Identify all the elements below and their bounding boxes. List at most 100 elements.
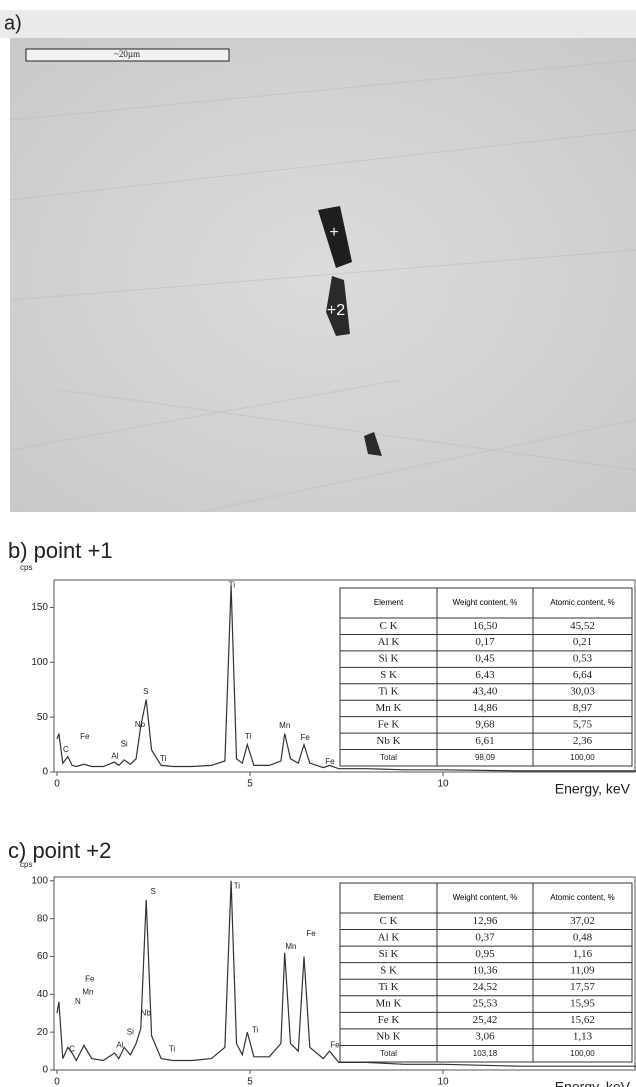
peak-label: Fe [301,733,311,742]
table-cell: 0,45 [475,653,495,665]
peak-label: Al [111,752,118,761]
table-cell: 2,36 [573,735,593,747]
x-tick-label: 5 [247,779,253,790]
sem-texture [9,59,636,513]
table-header-text: Element [373,892,404,902]
table-cell: 98,09 [475,753,496,762]
peak-label: Ti [160,754,167,763]
table-cell: 1,13 [573,1031,593,1043]
chart-title: b) point +1 [8,538,113,563]
peak-label: S [143,687,148,696]
table-cell: 16,50 [473,620,498,632]
table-cell: C K [379,915,397,927]
table-cell: Total [380,1049,397,1058]
table-cell: S K [380,669,397,681]
table-cell: 45,52 [570,620,595,632]
chart-title: c) point +2 [8,838,111,863]
peak-label: Fe [330,1041,340,1050]
peak-label: Fe [306,929,316,938]
inclusion-2 [326,276,350,336]
table-cell: 0,95 [475,948,495,960]
y-tick-label: 50 [37,712,49,723]
table-header-text: Element [373,597,404,607]
table-cell: 0,53 [573,653,593,665]
table-cell: 100,00 [570,753,595,762]
peak-label: Fe [325,757,335,766]
table-cell: 5,75 [573,718,593,730]
y-tick-label: 150 [31,602,48,613]
table-cell: Nb K [376,735,400,747]
peak-label: C [63,745,69,754]
scale-bar-label: ~20µm [114,49,140,59]
table-cell: Ti K [378,981,398,993]
table-cell: Al K [378,931,400,943]
table-cell: 1,16 [573,948,593,960]
table-cell: Fe K [378,718,400,730]
table-cell: 0,17 [475,636,495,648]
peak-label: Ti [229,581,236,590]
table-cell: Si K [379,948,399,960]
peak-label: Ti [234,882,241,891]
table-cell: S K [380,964,397,976]
peak-label: Si [121,740,128,749]
table-cell: 9,68 [475,718,495,730]
table-cell: 37,02 [570,915,595,927]
peak-label: S [150,887,155,896]
table-cell: 0,21 [573,636,592,648]
table-cell: 6,61 [475,735,494,747]
table-cell: 8,97 [573,702,593,714]
table-cell: 10,36 [473,964,498,976]
table-cell: 3,06 [475,1031,495,1043]
table-cell: Al K [378,636,400,648]
table-cell: 15,62 [570,1014,595,1026]
table-cell: C K [379,620,397,632]
y-tick-label: 100 [31,657,48,668]
table-cell: Si K [379,653,399,665]
table-cell: Fe K [378,1014,400,1026]
table-header-text: Weight content, % [452,892,518,902]
spectrum-line [56,880,636,1067]
inclusion-1 [318,206,352,268]
x-axis-label: Energy, keV [555,781,631,797]
y-tick-label: 80 [37,913,49,924]
y-tick-label: 20 [37,1027,49,1038]
peak-label: N [75,997,81,1006]
peak-label: Al [116,1041,123,1050]
table-cell: 100,00 [570,1049,595,1058]
table-cell: Mn K [376,998,402,1010]
table-header-cell: Weight content, % [452,892,518,902]
peak-label: Ti [169,1044,176,1053]
panel-label: a) [4,12,22,34]
table-cell: 6,64 [573,669,593,681]
inclusion-3 [364,432,382,456]
x-tick-label: 10 [437,1077,449,1087]
table-header-cell: Element [373,892,404,902]
spectrum-line [56,585,636,772]
peak-label: Mn [285,942,296,951]
table-cell: 17,57 [570,981,595,993]
x-tick-label: 5 [247,1077,253,1087]
y-tick-label: 0 [42,1065,48,1076]
table-cell: 12,96 [473,915,498,927]
y-axis-label: cps [20,563,32,572]
y-tick-label: 40 [37,989,49,1000]
table-cell: 30,03 [570,686,595,698]
table-cell: 24,52 [473,981,498,993]
peak-label: Nb [135,720,146,729]
table-cell: 25,53 [473,998,498,1010]
y-axis-label: cps [20,860,32,869]
x-tick-label: 0 [54,1077,60,1087]
table-header-cell: Atomic content, % [550,893,614,902]
table-cell: 0,37 [475,931,495,943]
y-tick-label: 60 [37,951,49,962]
table-header-text: Weight content, % [452,597,518,607]
peak-label: Fe [80,732,90,741]
table-cell: Ti K [378,686,398,698]
table-cell: 6,43 [475,669,495,681]
table-cell: 14,86 [473,702,498,714]
scale-bar [25,48,230,62]
table-header-cell: Atomic content, % [550,598,614,607]
table-cell: 11,09 [570,964,595,976]
